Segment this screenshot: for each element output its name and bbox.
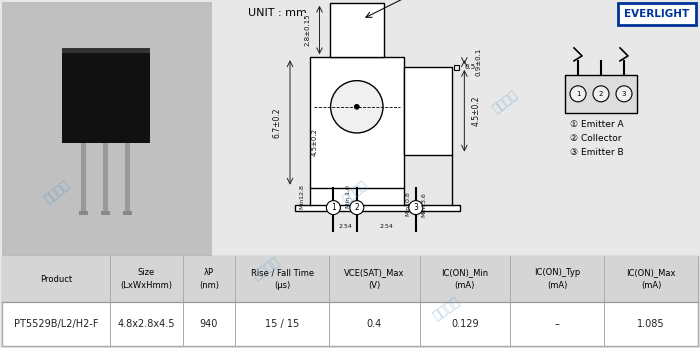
Bar bbox=[404, 67, 452, 155]
Text: 超毅电子: 超毅电子 bbox=[430, 295, 462, 323]
Text: 2.8±0.15: 2.8±0.15 bbox=[304, 14, 311, 46]
Circle shape bbox=[330, 81, 383, 133]
Text: –: – bbox=[554, 319, 559, 329]
Text: 940: 940 bbox=[200, 319, 218, 329]
Text: VCE(SAT)_Max
(V): VCE(SAT)_Max (V) bbox=[344, 268, 405, 290]
Text: Size
(LxWxHmm): Size (LxWxHmm) bbox=[120, 268, 172, 290]
Bar bbox=[79, 211, 88, 215]
Text: 6.7±0.2: 6.7±0.2 bbox=[272, 107, 281, 138]
Text: 1: 1 bbox=[575, 91, 580, 97]
Text: 4.5±0.2: 4.5±0.2 bbox=[472, 95, 481, 126]
Circle shape bbox=[593, 86, 609, 102]
Text: 3: 3 bbox=[622, 91, 626, 97]
Text: ③ Emitter B: ③ Emitter B bbox=[570, 148, 624, 157]
Text: 0.5: 0.5 bbox=[464, 64, 475, 70]
Text: 4.5±0.2: 4.5±0.2 bbox=[312, 128, 318, 156]
Bar bbox=[295, 205, 461, 211]
Bar bbox=[2, 256, 698, 302]
Text: λP
(nm): λP (nm) bbox=[199, 268, 219, 290]
Text: Rise / Fall Time
(μs): Rise / Fall Time (μs) bbox=[251, 268, 314, 290]
Bar bbox=[310, 188, 404, 205]
Text: 超毅电子: 超毅电子 bbox=[42, 178, 72, 206]
Text: 0.129: 0.129 bbox=[451, 319, 479, 329]
Bar bbox=[454, 65, 459, 70]
Text: 超毅电子: 超毅电子 bbox=[490, 88, 520, 116]
Text: IC(ON)_Min
(mA): IC(ON)_Min (mA) bbox=[441, 268, 489, 290]
Circle shape bbox=[354, 104, 359, 109]
Text: 超毅电子: 超毅电子 bbox=[340, 178, 370, 206]
Text: Min12.8: Min12.8 bbox=[300, 184, 304, 208]
Text: 1: 1 bbox=[331, 203, 336, 212]
Text: 1.085: 1.085 bbox=[637, 319, 665, 329]
Text: IC(ON)_Typ
(mA): IC(ON)_Typ (mA) bbox=[534, 268, 580, 290]
Circle shape bbox=[326, 201, 340, 215]
Text: 2: 2 bbox=[354, 203, 359, 212]
Text: 2: 2 bbox=[598, 91, 603, 97]
Text: EVERLIGHT: EVERLIGHT bbox=[624, 9, 690, 19]
Bar bbox=[330, 3, 384, 57]
Text: IC(ON)_Max
(mA): IC(ON)_Max (mA) bbox=[626, 268, 676, 290]
Text: Min 1.0: Min 1.0 bbox=[346, 185, 351, 207]
Text: 0.9±0.1: 0.9±0.1 bbox=[475, 48, 482, 76]
Text: Min10.8: Min10.8 bbox=[405, 192, 410, 216]
Bar bbox=[125, 143, 130, 213]
Text: ② Collector: ② Collector bbox=[570, 134, 622, 143]
Bar bbox=[62, 48, 150, 53]
Text: 2.54: 2.54 bbox=[338, 224, 352, 229]
Bar bbox=[103, 143, 108, 213]
Text: ① Emitter A: ① Emitter A bbox=[570, 120, 624, 129]
Bar bbox=[2, 2, 212, 255]
Text: 超毅电子: 超毅电子 bbox=[250, 255, 282, 283]
Bar bbox=[565, 75, 637, 113]
Text: 4.8x2.8x4.5: 4.8x2.8x4.5 bbox=[118, 319, 175, 329]
Text: 2.54: 2.54 bbox=[379, 224, 393, 229]
Circle shape bbox=[570, 86, 586, 102]
Text: 3: 3 bbox=[413, 203, 418, 212]
Circle shape bbox=[409, 201, 423, 215]
Circle shape bbox=[616, 86, 632, 102]
Bar bbox=[123, 211, 132, 215]
Text: Min13.6: Min13.6 bbox=[421, 192, 426, 216]
Text: 15 / 15: 15 / 15 bbox=[265, 319, 300, 329]
Bar bbox=[310, 57, 404, 188]
Circle shape bbox=[350, 201, 364, 215]
Bar bbox=[101, 211, 110, 215]
Text: 0.4: 0.4 bbox=[367, 319, 382, 329]
Bar bbox=[618, 3, 696, 25]
Text: Product: Product bbox=[40, 275, 72, 284]
Bar bbox=[81, 143, 86, 213]
Text: UNIT : mm: UNIT : mm bbox=[248, 8, 307, 18]
Bar bbox=[62, 48, 150, 143]
Text: PT5529B/L2/H2-F: PT5529B/L2/H2-F bbox=[14, 319, 98, 329]
